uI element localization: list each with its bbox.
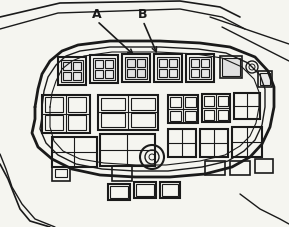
Bar xyxy=(73,63,81,71)
Bar xyxy=(90,56,118,84)
Bar xyxy=(63,63,71,71)
Bar xyxy=(105,61,113,69)
Bar xyxy=(159,70,167,78)
Bar xyxy=(98,96,158,131)
Bar xyxy=(136,184,154,196)
Bar xyxy=(42,96,90,133)
Bar xyxy=(232,127,262,157)
Bar xyxy=(204,96,214,106)
Bar xyxy=(234,94,260,119)
Bar xyxy=(122,55,150,83)
Bar xyxy=(93,59,115,81)
Bar xyxy=(154,55,182,83)
Bar xyxy=(201,60,209,68)
Bar xyxy=(127,60,135,68)
Bar xyxy=(204,111,214,121)
Bar xyxy=(258,72,272,88)
Bar xyxy=(68,116,86,131)
Bar xyxy=(170,111,181,121)
Bar xyxy=(170,98,181,108)
Bar xyxy=(202,95,230,122)
Bar xyxy=(68,98,86,113)
Bar xyxy=(137,60,145,68)
Bar xyxy=(52,137,97,167)
Bar xyxy=(160,182,180,198)
Bar xyxy=(137,70,145,78)
Bar xyxy=(169,70,177,78)
Bar xyxy=(230,161,250,175)
Bar xyxy=(168,96,198,123)
Bar xyxy=(220,57,242,79)
Bar xyxy=(101,114,125,127)
Bar xyxy=(125,58,147,80)
Bar xyxy=(218,96,228,106)
Bar xyxy=(63,73,71,81)
Bar xyxy=(45,116,63,131)
Bar xyxy=(218,111,228,121)
Bar xyxy=(191,70,199,78)
Bar xyxy=(105,71,113,79)
Bar xyxy=(255,159,273,173)
Bar xyxy=(58,58,86,86)
Bar xyxy=(45,98,63,113)
Bar xyxy=(95,71,103,79)
Text: B: B xyxy=(138,7,148,20)
Bar xyxy=(101,99,125,111)
Bar xyxy=(191,60,199,68)
Bar xyxy=(131,114,155,127)
Bar xyxy=(189,58,211,80)
Bar xyxy=(200,129,228,157)
Bar xyxy=(134,182,156,198)
Bar xyxy=(110,186,128,198)
Bar xyxy=(100,134,155,166)
Bar xyxy=(168,129,196,157)
Bar xyxy=(157,58,179,80)
Bar xyxy=(55,169,67,177)
Bar xyxy=(185,98,196,108)
Bar xyxy=(73,73,81,81)
Bar xyxy=(159,60,167,68)
Bar xyxy=(108,184,130,200)
Bar xyxy=(260,74,270,86)
Bar xyxy=(95,61,103,69)
Bar xyxy=(169,60,177,68)
Bar xyxy=(61,61,83,83)
Bar xyxy=(127,70,135,78)
Text: A: A xyxy=(92,7,102,20)
Bar xyxy=(186,55,214,83)
Bar xyxy=(162,184,178,196)
Bar xyxy=(112,166,132,181)
Bar xyxy=(131,99,155,111)
Bar xyxy=(222,59,240,77)
Bar xyxy=(52,167,70,181)
Bar xyxy=(201,70,209,78)
Bar xyxy=(205,161,225,175)
Bar xyxy=(185,111,196,121)
